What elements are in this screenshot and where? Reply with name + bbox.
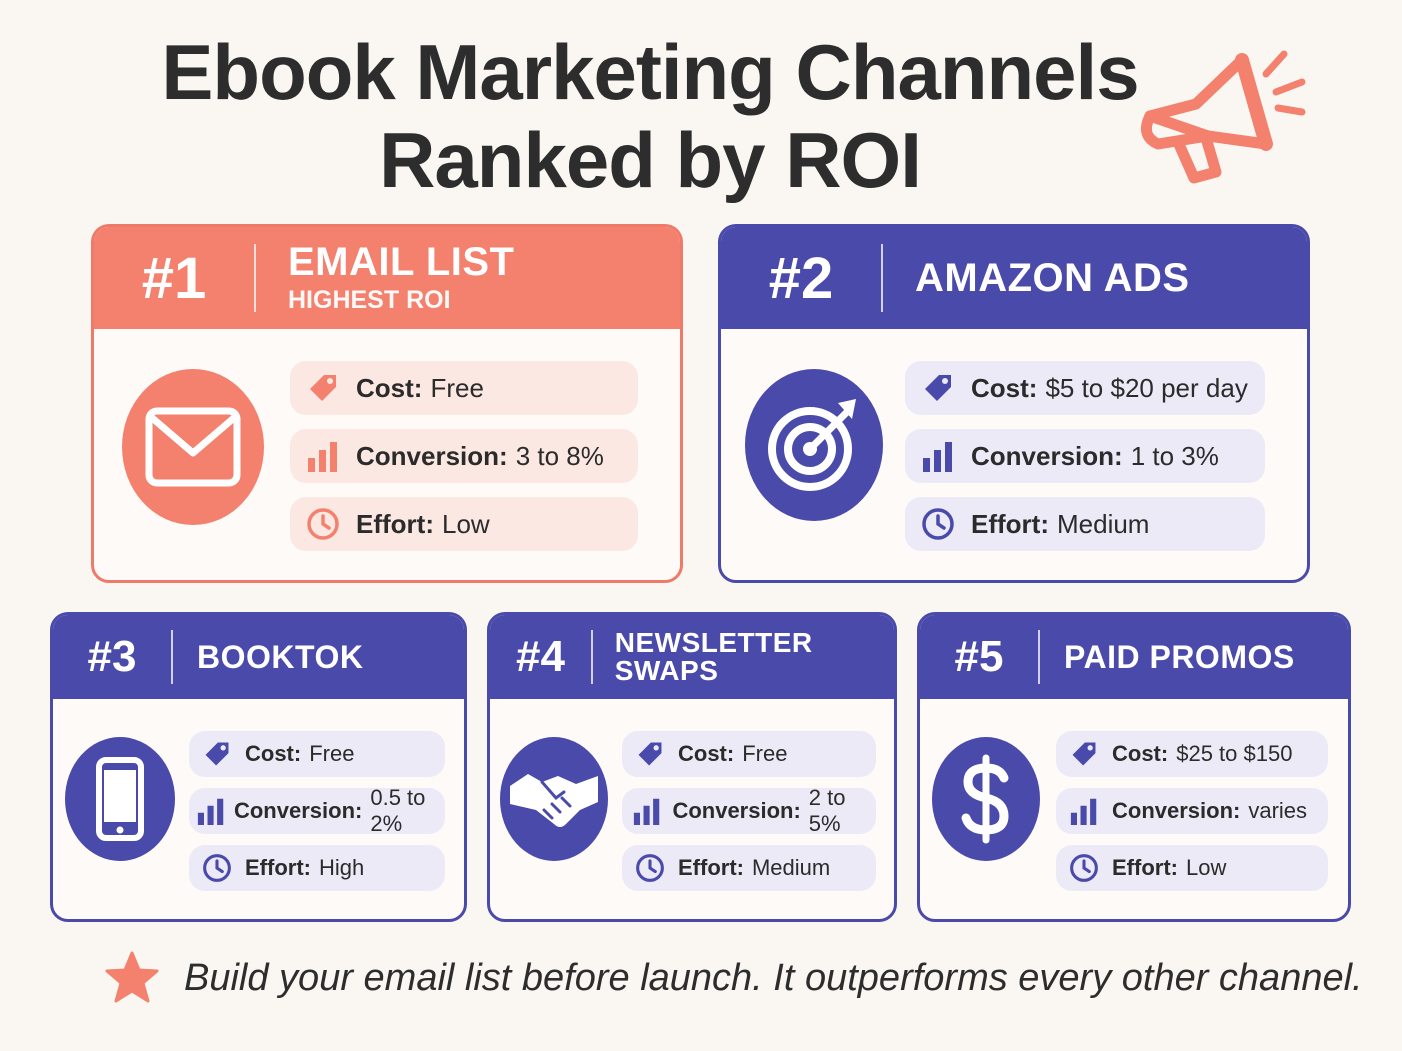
cost-label: Cost: — [1112, 741, 1169, 766]
conversion-label: Conversion: — [233, 798, 363, 823]
clock-icon — [1056, 853, 1112, 883]
cost-label: Cost: — [678, 741, 735, 766]
channel-card-amazon-ads: #2 AMAZON ADS Cost: $5 to $20 per day Co… — [718, 224, 1310, 583]
effort-row: Effort: Low — [1056, 845, 1328, 891]
effort-row: Effort: Low — [290, 497, 638, 551]
channel-name: BOOKTOK — [197, 639, 364, 675]
cost-value: Free — [430, 372, 484, 403]
tag-icon — [622, 739, 678, 769]
conversion-label: Conversion: — [971, 440, 1123, 471]
channel-subtitle: HIGHEST ROI — [288, 285, 451, 314]
rank-badge: #3 — [87, 632, 137, 681]
tag-icon — [1056, 739, 1112, 769]
divider — [254, 244, 256, 312]
footer-tip: Build your email list before launch. It … — [104, 950, 1363, 1006]
page-title: Ebook Marketing Channels Ranked by ROI — [0, 28, 1300, 204]
effort-value: Medium — [751, 855, 831, 880]
cost-label: Cost: — [245, 741, 302, 766]
cost-row: Cost: $5 to $20 per day — [905, 361, 1265, 415]
conversion-value: 1 to 3% — [1130, 440, 1219, 471]
rank-badge: #5 — [954, 632, 1004, 681]
tag-icon — [189, 739, 245, 769]
channel-name: EMAIL LIST — [288, 239, 515, 284]
smartphone-icon — [65, 737, 175, 861]
cost-label: Cost: — [356, 372, 423, 403]
cost-row: Cost: Free — [622, 731, 876, 777]
rank-badge: #1 — [141, 245, 207, 311]
cost-row: Cost: Free — [189, 731, 445, 777]
conversion-value: 3 to 8% — [515, 440, 604, 471]
channel-name: NEWSLETTER SWAPS — [614, 627, 813, 686]
conversion-row: Conversion: varies — [1056, 788, 1328, 834]
cost-label: Cost: — [971, 372, 1038, 403]
effort-value: High — [318, 855, 365, 880]
bar-chart-icon — [1056, 797, 1112, 825]
clock-icon — [622, 853, 678, 883]
bar-chart-icon — [290, 440, 356, 472]
channel-card-booktok: #3 BOOKTOK Cost: Free Conversion: 0.5 to… — [50, 612, 467, 922]
divider — [881, 244, 883, 312]
card-header: #5 PAID PROMOS — [920, 615, 1348, 699]
card-header: #3 BOOKTOK — [53, 615, 464, 699]
conversion-row: Conversion: 2 to 5% — [622, 785, 876, 836]
conversion-label: Conversion: — [356, 440, 508, 471]
effort-row: Effort: Medium — [905, 497, 1265, 551]
conversion-row: Conversion: 0.5 to 2% — [189, 785, 445, 836]
title-line-1: Ebook Marketing Channels — [161, 28, 1139, 116]
tag-icon — [905, 371, 971, 405]
bar-chart-icon — [905, 440, 971, 472]
conversion-row: Conversion: 1 to 3% — [905, 429, 1265, 483]
effort-label: Effort: — [356, 508, 434, 539]
effort-row: Effort: High — [189, 845, 445, 891]
clock-icon — [189, 853, 245, 883]
target-icon — [745, 369, 883, 521]
effort-label: Effort: — [678, 855, 744, 880]
envelope-icon — [122, 369, 264, 525]
divider — [1038, 630, 1040, 684]
card-header: #1 EMAIL LIST HIGHEST ROI — [94, 227, 680, 329]
cost-row: Cost: Free — [290, 361, 638, 415]
channel-card-newsletter-swaps: #4 NEWSLETTER SWAPS Cost: Free Conversio… — [487, 612, 897, 922]
effort-label: Effort: — [971, 508, 1049, 539]
conversion-value: 2 to 5% — [808, 785, 846, 836]
title-line-2: Ranked by ROI — [379, 116, 922, 204]
channel-card-email-list: #1 EMAIL LIST HIGHEST ROI Cost: Free Con… — [91, 224, 683, 583]
cost-value: Free — [742, 741, 788, 766]
cost-value: $25 to $150 — [1176, 741, 1293, 766]
conversion-value: varies — [1248, 798, 1308, 823]
cost-value: Free — [309, 741, 355, 766]
effort-row: Effort: Medium — [622, 845, 876, 891]
divider — [590, 630, 593, 684]
card-header: #4 NEWSLETTER SWAPS — [490, 615, 894, 699]
cost-row: Cost: $25 to $150 — [1056, 731, 1328, 777]
effort-value: Low — [1185, 855, 1227, 880]
channel-name: AMAZON ADS — [915, 256, 1190, 300]
tag-icon — [290, 371, 356, 405]
channel-name: PAID PROMOS — [1064, 639, 1295, 675]
rank-badge: #4 — [516, 632, 565, 681]
conversion-row: Conversion: 3 to 8% — [290, 429, 638, 483]
clock-icon — [905, 507, 971, 541]
conversion-label: Conversion: — [672, 798, 801, 823]
conversion-value: 0.5 to 2% — [370, 785, 426, 836]
effort-label: Effort: — [245, 855, 311, 880]
rank-badge: #2 — [768, 245, 834, 311]
clock-icon — [290, 507, 356, 541]
star-icon — [105, 951, 159, 1003]
divider — [171, 630, 173, 684]
footer-text: Build your email list before launch. It … — [184, 956, 1363, 999]
bar-chart-icon — [622, 797, 672, 825]
effort-value: Medium — [1056, 508, 1150, 539]
conversion-label: Conversion: — [1112, 798, 1241, 823]
effort-value: Low — [441, 508, 490, 539]
effort-label: Effort: — [1112, 855, 1178, 880]
cost-value: $5 to $20 per day — [1045, 372, 1248, 403]
handshake-icon — [500, 737, 608, 861]
card-header: #2 AMAZON ADS — [721, 227, 1307, 329]
megaphone-icon — [1140, 50, 1306, 184]
channel-card-paid-promos: #5 PAID PROMOS Cost: $25 to $150 Convers… — [917, 612, 1351, 922]
dollar-icon — [932, 737, 1040, 861]
bar-chart-icon — [189, 797, 234, 825]
